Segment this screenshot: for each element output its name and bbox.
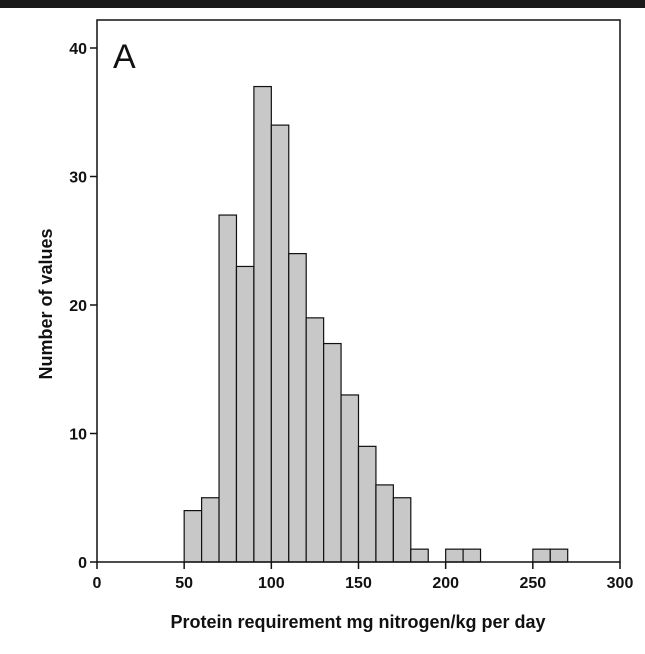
histogram-bar-110 (288, 253, 307, 563)
x-tick-label-150: 150 (345, 575, 372, 592)
histogram-bar-90 (253, 85, 272, 563)
y-tick-label-0: 0 (78, 555, 87, 572)
histogram-bar-250 (532, 548, 551, 563)
bars-group (183, 85, 569, 563)
histogram-bar-140 (340, 394, 360, 563)
y-axis: 0 10 20 30 40 (69, 41, 97, 572)
histogram-bar-80 (235, 265, 255, 563)
histogram-bar-50 (183, 510, 203, 563)
histogram-bar-170 (392, 497, 412, 563)
x-tick-label-0: 0 (93, 575, 102, 592)
top-border-bar (0, 0, 645, 8)
x-tick-label-100: 100 (258, 575, 285, 592)
histogram-bar-210 (462, 548, 482, 563)
y-tick-label-40: 40 (69, 41, 87, 58)
y-axis-label: Number of values (36, 228, 56, 379)
histogram-bar-150 (357, 445, 377, 563)
x-tick-label-250: 250 (519, 575, 546, 592)
x-tick-label-300: 300 (607, 575, 634, 592)
histogram-bar-160 (375, 484, 394, 563)
histogram-bar-120 (305, 317, 325, 563)
histogram-bar-200 (445, 548, 464, 563)
panel-label: A (113, 38, 136, 76)
y-tick-label-10: 10 (69, 427, 87, 444)
histogram-bar-260 (549, 548, 569, 563)
histogram-bar-130 (323, 342, 342, 563)
histogram-bar-100 (270, 124, 290, 563)
x-tick-label-200: 200 (432, 575, 459, 592)
histogram-bar-60 (201, 497, 220, 563)
y-tick-label-20: 20 (69, 298, 87, 315)
x-tick-label-50: 50 (175, 575, 193, 592)
histogram-bar-70 (218, 214, 238, 563)
y-tick-label-30: 30 (69, 170, 87, 187)
x-axis: 0 50 100 150 200 250 300 (93, 562, 634, 592)
histogram-bar-180 (410, 548, 429, 563)
x-axis-label: Protein requirement mg nitrogen/kg per d… (170, 612, 545, 632)
